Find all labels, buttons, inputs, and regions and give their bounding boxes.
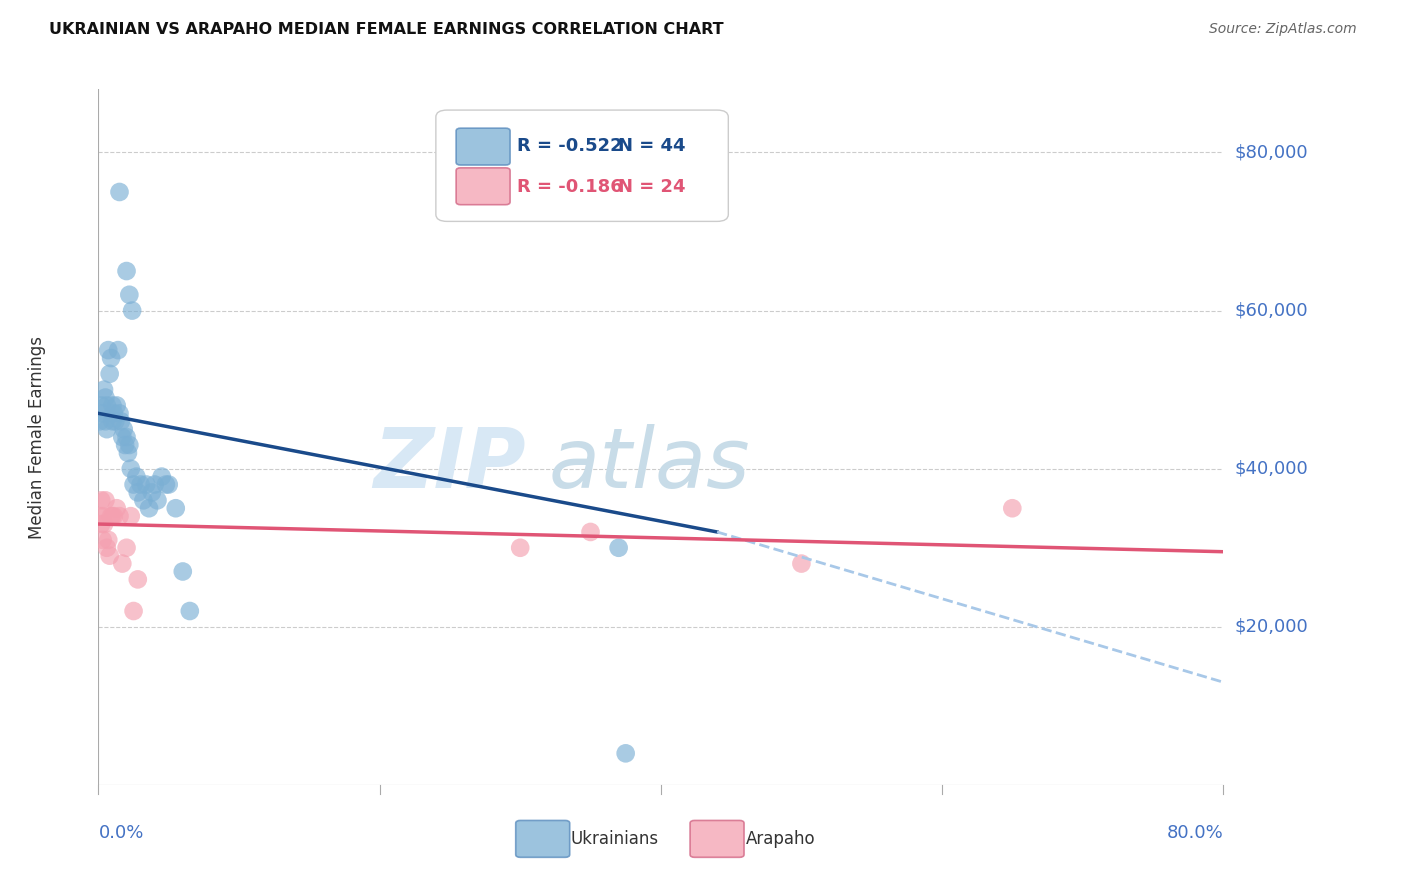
Point [105, 501, 128, 516]
Text: ZIP: ZIP [373, 425, 526, 506]
Point [121, 303, 143, 318]
Point [100, 351, 122, 365]
Point [135, 477, 157, 491]
Point [115, 430, 138, 444]
Point [101, 399, 124, 413]
Text: N = 44: N = 44 [619, 137, 686, 155]
Point [94, 391, 117, 405]
Point [101, 509, 124, 524]
Point [157, 477, 180, 491]
Point [90, 493, 112, 508]
Text: Arapaho: Arapaho [747, 830, 815, 848]
Point [118, 287, 141, 301]
Text: 80.0%: 80.0% [1167, 824, 1223, 842]
Point [143, 477, 166, 491]
Point [120, 509, 142, 524]
Point [97, 533, 120, 547]
Point [108, 185, 131, 199]
Point [107, 343, 129, 358]
Point [607, 541, 630, 555]
Point [118, 438, 141, 452]
Point [91, 533, 114, 547]
Point [111, 557, 134, 571]
Text: Ukrainians: Ukrainians [571, 830, 659, 848]
Point [172, 565, 194, 579]
Point [103, 406, 125, 420]
Point [1001, 501, 1024, 516]
Point [96, 399, 118, 413]
Text: $40,000: $40,000 [1234, 459, 1308, 478]
FancyBboxPatch shape [456, 168, 510, 204]
Point [509, 541, 531, 555]
Point [100, 509, 122, 524]
Point [115, 541, 138, 555]
Point [117, 446, 139, 460]
Text: N = 24: N = 24 [619, 178, 686, 195]
Point [150, 469, 173, 483]
Point [90, 399, 112, 413]
Point [91, 406, 114, 420]
Point [96, 541, 118, 555]
Point [614, 747, 637, 761]
Point [105, 399, 128, 413]
Point [141, 485, 163, 500]
Text: atlas: atlas [548, 425, 749, 506]
Text: 0.0%: 0.0% [98, 824, 143, 842]
Point [114, 438, 136, 452]
Point [115, 264, 138, 278]
Text: R = -0.522: R = -0.522 [517, 137, 623, 155]
Point [132, 493, 155, 508]
Point [127, 573, 149, 587]
Text: Source: ZipAtlas.com: Source: ZipAtlas.com [1209, 22, 1357, 37]
Point [103, 509, 125, 524]
Point [97, 343, 120, 358]
Point [122, 477, 145, 491]
Text: $20,000: $20,000 [1234, 618, 1308, 636]
Point [179, 604, 201, 618]
Point [104, 414, 127, 428]
Text: UKRAINIAN VS ARAPAHO MEDIAN FEMALE EARNINGS CORRELATION CHART: UKRAINIAN VS ARAPAHO MEDIAN FEMALE EARNI… [49, 22, 724, 37]
Point [579, 524, 602, 539]
Point [93, 383, 115, 397]
Point [790, 557, 813, 571]
FancyBboxPatch shape [690, 821, 744, 857]
Point [122, 604, 145, 618]
Point [129, 477, 152, 491]
Point [110, 414, 132, 428]
Point [89, 414, 111, 428]
Point [101, 414, 124, 428]
Point [120, 461, 142, 475]
Point [94, 414, 117, 428]
Text: $80,000: $80,000 [1234, 144, 1308, 161]
Point [96, 422, 118, 436]
Point [146, 493, 169, 508]
Text: $60,000: $60,000 [1234, 301, 1308, 319]
Point [98, 549, 121, 563]
FancyBboxPatch shape [436, 110, 728, 221]
Point [125, 469, 148, 483]
Point [93, 516, 115, 531]
Text: R = -0.186: R = -0.186 [517, 178, 623, 195]
Point [138, 501, 160, 516]
Point [94, 493, 117, 508]
Point [111, 430, 134, 444]
Point [112, 422, 135, 436]
Point [127, 485, 149, 500]
Point [91, 509, 114, 524]
Point [155, 477, 177, 491]
Point [108, 406, 131, 420]
Text: Median Female Earnings: Median Female Earnings [28, 335, 45, 539]
Point [90, 516, 112, 531]
Point [165, 501, 187, 516]
FancyBboxPatch shape [516, 821, 569, 857]
FancyBboxPatch shape [456, 128, 510, 165]
Point [89, 509, 111, 524]
Point [98, 367, 121, 381]
Point [108, 509, 131, 524]
